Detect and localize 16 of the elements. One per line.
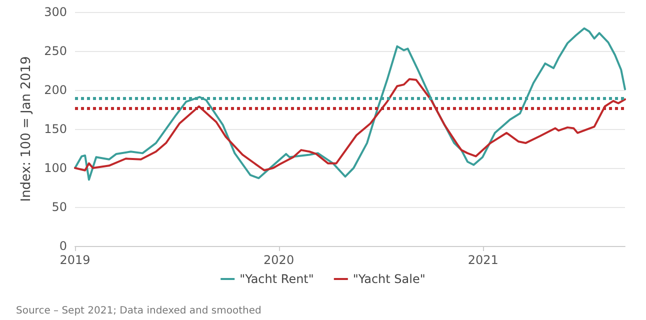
x-tick-label: 2020 [264,253,294,267]
y-tick-label: 300 [44,5,67,19]
x-tick-label: 2021 [468,253,498,267]
y-tick-label: 0 [59,239,67,253]
y-tick-label: 100 [44,161,67,175]
y-axis-title: Index: 100 = Jan 2019 [19,56,34,202]
source-note: Source – Sept 2021; Data indexed and smoothed [16,306,262,316]
line-series [74,78,626,172]
legend-label: "Yacht Sale" [352,272,426,286]
y-tick-label: 50 [52,200,67,214]
x-tick-label: 2019 [60,253,90,267]
y-tick-label: 150 [44,122,67,136]
legend-label: "Yacht Rent" [240,272,314,286]
y-tick-label: 250 [44,44,67,58]
y-tick-label: 200 [44,83,67,97]
line-series [74,27,626,181]
